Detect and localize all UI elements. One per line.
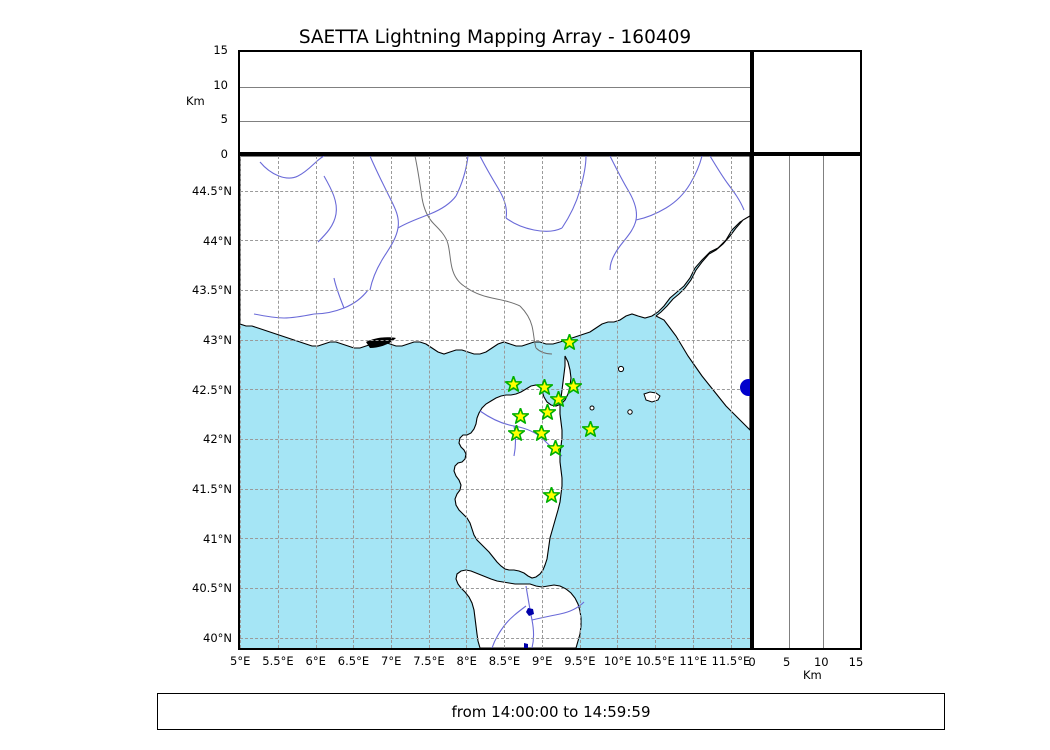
altitude-histogram-panel — [752, 50, 862, 154]
map-edge-marker[interactable] — [739, 378, 750, 396]
map-latitude-tick-label: 40.5°N — [192, 581, 232, 596]
map-longitude-tick-label: 8°E — [456, 654, 477, 668]
map-gridline-lat-9 — [240, 190, 750, 192]
right-panel-xtick-15: 15 — [848, 655, 864, 669]
map-longitude-tick-label: 7°E — [381, 654, 402, 668]
map-longitude-tick-label: 11°E — [679, 654, 707, 668]
map-gridline-lat-2 — [240, 538, 750, 540]
map-latitude-tick-label: 42.5°N — [192, 382, 232, 397]
map-gridline-lat-5 — [240, 389, 750, 391]
right-panel-xtick-0: 0 — [748, 655, 756, 669]
map-longitude-tick-label: 9°E — [532, 654, 553, 668]
lma-station-marker[interactable] — [512, 407, 530, 425]
lma-station-marker[interactable] — [543, 486, 561, 504]
sardinia-rivers — [491, 585, 585, 648]
lma-station-marker[interactable] — [535, 378, 553, 396]
top-panel-ytick-10: 10 — [213, 77, 228, 92]
map-longitude-tick-label: 10.5°E — [636, 654, 675, 668]
time-range-box: from 14:00:00 to 14:59:59 — [157, 693, 945, 730]
island-giglio — [589, 405, 595, 411]
top-panel-ytick-5: 5 — [220, 112, 228, 127]
top-panel-gridline-5 — [240, 121, 750, 123]
map-gridline-lon-1 — [277, 156, 279, 648]
lma-station-marker[interactable] — [546, 439, 565, 457]
island-elba — [643, 391, 661, 403]
sardinia-lake-2 — [524, 643, 528, 648]
map-latitude-tick-label: 43.5°N — [192, 283, 232, 298]
lma-station-marker[interactable] — [507, 424, 525, 442]
map-longitude-tick-label: 8.5°E — [488, 654, 521, 668]
top-panel-ytick-0: 0 — [220, 147, 228, 161]
altitude-latitude-panel — [752, 154, 862, 650]
map-gridline-lon-8 — [541, 156, 543, 648]
map-latitude-tick-label: 42°N — [203, 432, 232, 447]
sardinia-landmass — [455, 569, 582, 648]
map-gridline-lon-11 — [655, 156, 657, 648]
map-geography — [240, 156, 750, 648]
right-panel-xtick-5: 5 — [783, 655, 791, 669]
map-longitude-tick-label: 10°E — [603, 654, 632, 668]
lma-station-marker[interactable] — [581, 420, 599, 438]
map-gridline-lat-0 — [240, 637, 750, 639]
map-longitude-tick-label: 7.5°E — [413, 654, 445, 668]
map-gridline-lon-0 — [240, 156, 241, 648]
map-longitude-tick-label: 5.5°E — [262, 654, 294, 668]
lma-station-marker[interactable] — [533, 424, 551, 442]
right-panel-xtick-10: 10 — [813, 655, 829, 669]
map-latitude-tick-label: 43°N — [203, 332, 232, 347]
island-montecristo — [627, 409, 633, 415]
map-gridline-lat-4 — [240, 439, 750, 441]
map-panel[interactable] — [238, 154, 752, 650]
map-gridline-lon-9 — [579, 156, 581, 648]
lma-station-marker[interactable] — [549, 390, 568, 408]
map-gridline-lon-5 — [428, 156, 430, 648]
top-panel-gridline-10 — [240, 86, 750, 88]
top-panel-axis-label: Km — [186, 94, 205, 108]
right-panel-gridline-10 — [823, 156, 825, 648]
map-gridline-lon-6 — [466, 156, 468, 648]
map-gridline-lat-1 — [240, 588, 750, 589]
top-panel-ytick-15: 15 — [213, 43, 228, 57]
rivers — [253, 156, 745, 319]
map-longitude-tick-label: 11.5°E — [711, 654, 751, 668]
time-range-text: from 14:00:00 to 14:59:59 — [451, 702, 651, 721]
map-gridline-lon-7 — [504, 156, 506, 648]
map-gridline-lon-10 — [617, 156, 619, 648]
lma-station-marker[interactable] — [538, 403, 556, 421]
map-gridline-lon-4 — [390, 156, 392, 648]
lma-station-marker[interactable] — [504, 375, 522, 393]
map-latitude-tick-label: 40°N — [203, 630, 232, 645]
mainland-landmass — [240, 156, 750, 355]
map-longitude-tick-label: 9.5°E — [564, 654, 596, 668]
map-gridline-lon-12 — [692, 156, 694, 648]
map-gridline-lon-3 — [353, 156, 355, 648]
lma-station-marker[interactable] — [565, 377, 583, 395]
right-panel-axis-label: Km — [803, 668, 822, 682]
italy-west-coast — [654, 215, 750, 431]
map-longitude-tick-label: 6.5°E — [337, 654, 370, 668]
map-latitude-tick-label: 44°N — [203, 233, 232, 248]
map-latitude-tick-label: 41°N — [203, 531, 232, 546]
map-latitude-tick-label: 44.5°N — [192, 183, 232, 198]
map-gridline-lon-13 — [730, 156, 732, 648]
island-capraia — [617, 365, 625, 373]
map-longitude-tick-label: 5°E — [230, 654, 251, 668]
lma-station-marker[interactable] — [561, 333, 579, 351]
map-gridline-lat-3 — [240, 488, 750, 490]
altitude-longitude-panel — [238, 50, 752, 154]
map-gridline-lat-7 — [240, 290, 750, 292]
right-panel-gridline-5 — [788, 156, 790, 648]
map-gridline-lat-6 — [240, 339, 750, 341]
map-gridline-lat-8 — [240, 240, 750, 242]
map-latitude-tick-label: 41.5°N — [192, 481, 232, 496]
figure-title: SAETTA Lightning Mapping Array - 160409 — [298, 27, 692, 48]
map-longitude-tick-label: 6°E — [305, 654, 326, 668]
sardinia-lake — [526, 608, 534, 616]
map-gridline-lon-2 — [315, 156, 317, 648]
